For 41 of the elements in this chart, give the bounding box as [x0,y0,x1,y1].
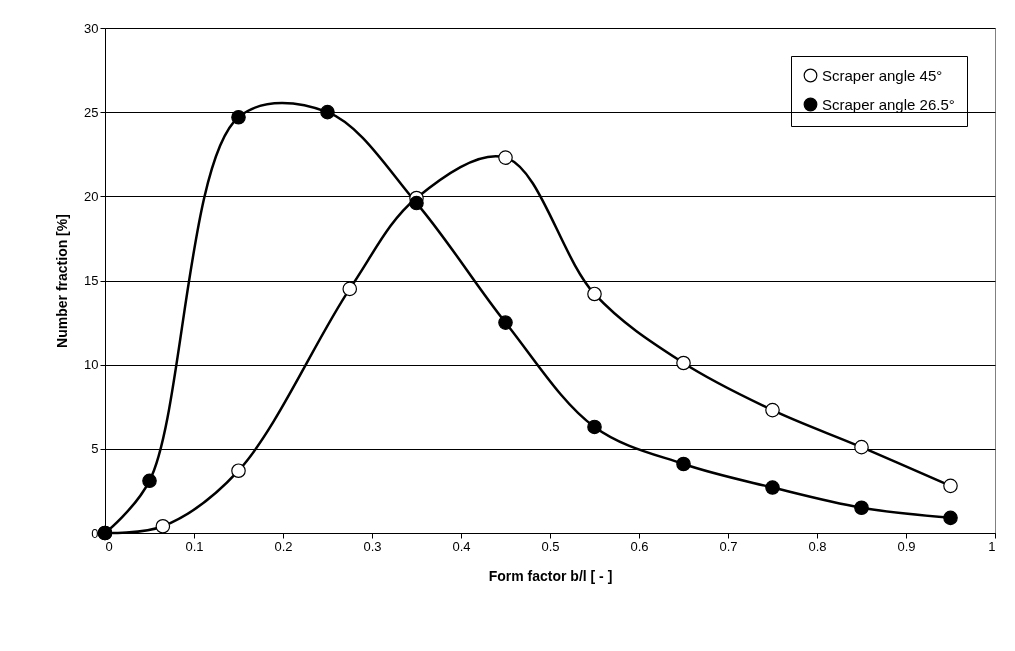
point [765,402,780,418]
point [587,286,602,302]
point [676,456,691,472]
x-tick-label: 0.8 [808,538,827,554]
y-tick-label: 20 [84,188,99,204]
point [320,104,335,120]
point [142,473,157,489]
point [155,518,171,534]
x-tick-label: 0.4 [452,538,471,554]
point [231,109,246,125]
point [409,195,424,211]
y-tick-label: 10 [84,357,99,373]
y-tick-label: 30 [84,20,99,36]
legend-label: Scraper angle 26.5° [822,95,955,113]
point [854,439,869,455]
y-axis-title: Number fraction [%] [54,214,71,348]
x-tick-label: 0.7 [719,538,738,554]
x-axis-title: Form factor b/l [ - ] [488,567,613,584]
point [342,281,358,297]
point [854,500,869,516]
x-tick-label: 0.6 [630,538,649,554]
point [498,150,513,165]
point [231,463,246,479]
x-tick-label: 0.2 [274,538,293,554]
y-tick-label: 25 [84,104,99,120]
point [765,480,780,495]
x-tick-label: 1 [988,538,996,554]
y-tick-label: 15 [84,273,99,288]
x-tick-label: 0.5 [541,538,560,554]
x-tick-label: 0.1 [185,538,204,554]
point [943,478,958,494]
point [676,355,691,371]
legend-label: Scraper angle 45° [822,66,943,84]
y-tick-label: 5 [91,441,99,457]
point [498,315,513,330]
y-tick-label: 0 [91,525,99,541]
x-tick-label: 0.9 [897,538,916,554]
point [587,419,602,435]
x-tick-label: 0 [105,538,113,554]
x-tick-label: 0.3 [363,538,382,554]
point [943,510,958,526]
